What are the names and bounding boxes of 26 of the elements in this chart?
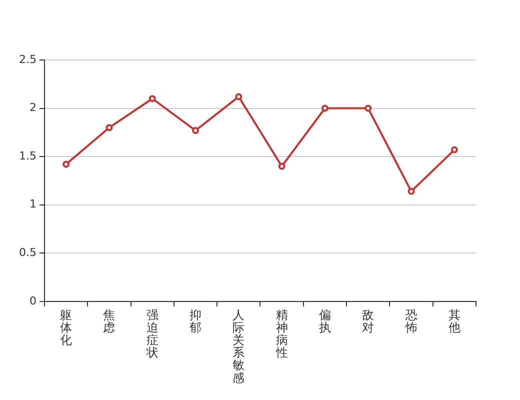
x-tick-label: 抑郁 xyxy=(190,308,202,334)
x-tick-label: 其他 xyxy=(448,308,460,334)
point xyxy=(450,146,458,154)
x-tick-label: 恐怖 xyxy=(404,308,418,334)
point xyxy=(235,93,242,100)
point xyxy=(364,104,372,112)
x-tick-label: 焦虑 xyxy=(103,308,116,334)
y-tick-label: 1 xyxy=(29,198,36,211)
y-tick-label: 0 xyxy=(29,294,36,308)
x-tick-label: 偏执 xyxy=(318,308,331,334)
point xyxy=(278,162,286,170)
x-tick-label: 躯体化 xyxy=(60,308,72,348)
y-tick-label: 2.5 xyxy=(18,52,36,66)
point xyxy=(148,95,156,102)
point xyxy=(192,126,200,134)
x-tick-label: 精神病性 xyxy=(274,308,288,360)
point xyxy=(321,104,328,112)
point xyxy=(106,124,113,132)
x-tick-label: 人际关系敏感 xyxy=(232,308,245,385)
y-tick-label: 1.5 xyxy=(18,149,36,162)
point xyxy=(408,188,415,195)
x-tick-label: 敌对 xyxy=(362,308,374,334)
point xyxy=(62,160,70,168)
y-tick-label: 0.5 xyxy=(18,246,36,259)
y-tick-label: 2 xyxy=(29,101,36,114)
x-tick-label: 强迫症状 xyxy=(145,308,158,360)
